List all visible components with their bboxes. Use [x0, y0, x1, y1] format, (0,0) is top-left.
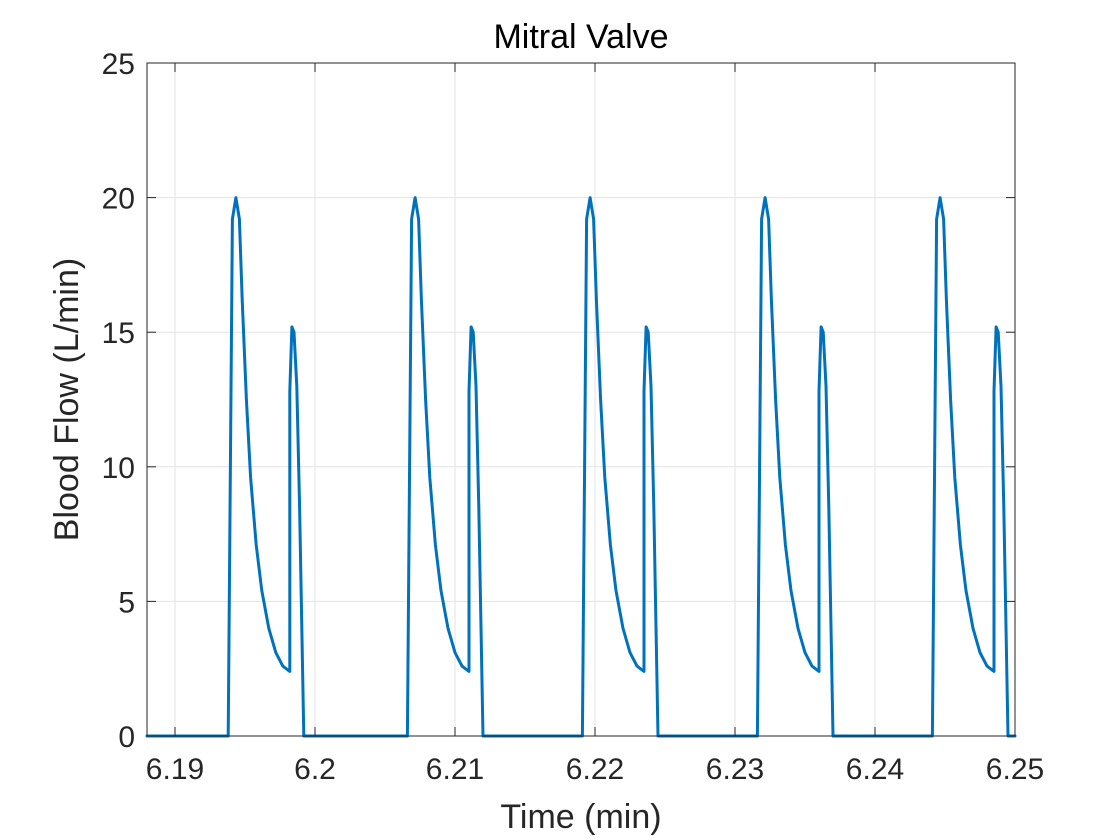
- plot-area: [147, 63, 1015, 736]
- axes-box: [146, 62, 1016, 737]
- y-tick-label: 15: [102, 317, 135, 350]
- x-axis-label: Time (min): [500, 798, 661, 836]
- chart-title: Mitral Valve: [493, 18, 668, 56]
- series-layer: [145, 196, 1017, 738]
- x-tick-label: 6.22: [566, 753, 624, 786]
- x-tick-label: 6.2: [294, 753, 336, 786]
- y-tick-labels: 0 5 10 15 20 25: [102, 48, 135, 754]
- x-tick-label: 6.25: [986, 753, 1044, 786]
- tick-marks: [147, 62, 1016, 737]
- x-tick-label: 6.23: [706, 753, 764, 786]
- y-tick-label: 10: [102, 452, 135, 485]
- x-tick-label: 6.21: [426, 753, 484, 786]
- y-tick-label: 20: [102, 183, 135, 216]
- y-axis-label: Blood Flow (L/min): [48, 258, 86, 541]
- x-tick-label: 6.19: [146, 753, 204, 786]
- x-tick-label: 6.24: [846, 753, 904, 786]
- y-tick-label: 0: [118, 721, 135, 754]
- series-line-1: [145, 196, 1017, 738]
- y-tick-label: 25: [102, 48, 135, 81]
- y-tick-label: 5: [118, 586, 135, 619]
- x-tick-labels: 6.19 6.2 6.21 6.22 6.23 6.24 6.25: [146, 753, 1044, 786]
